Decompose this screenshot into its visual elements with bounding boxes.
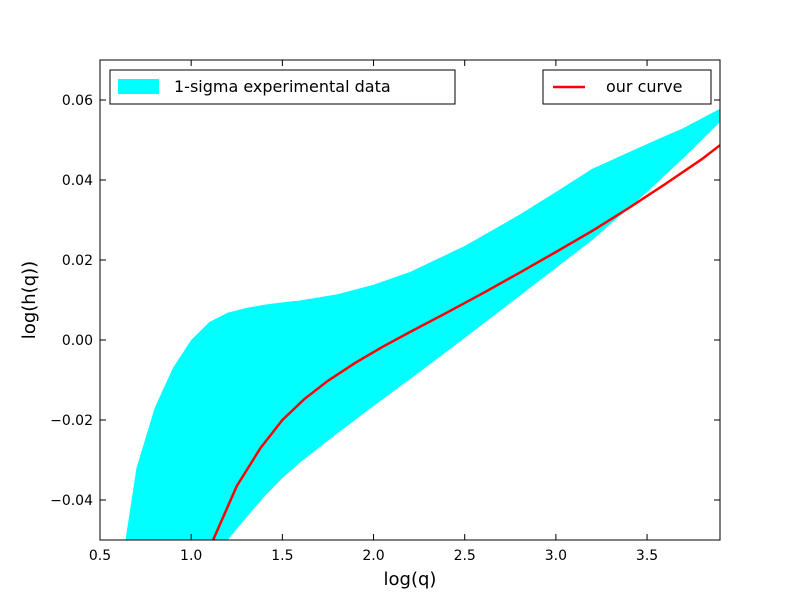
tick-layer: 0.5 1.0 1.5 2.0 2.5 3.0 3.5 −0.04 −0.02 0.00 0.02 0… [50, 60, 720, 564]
y-tick-label: −0.02 [50, 413, 93, 429]
legend-band-swatch [118, 79, 159, 94]
x-tick-label: 1.0 [180, 548, 202, 564]
x-tick-label: 3.5 [636, 548, 658, 564]
y-tick-label: −0.04 [50, 493, 93, 509]
series-line-0 [211, 144, 720, 540]
y-axis-label: log(h(q)) [19, 261, 40, 339]
x-axis-label: log(q) [384, 569, 437, 590]
line-layer [211, 144, 720, 540]
y-tick-label: 0.06 [62, 93, 93, 109]
x-tick-label: 0.5 [89, 548, 111, 564]
legend-line: our curve [542, 69, 712, 105]
x-tick-label: 2.0 [362, 548, 384, 564]
legend-band-label: 1-sigma experimental data [174, 77, 391, 96]
x-tick-label: 3.0 [545, 548, 567, 564]
y-tick-label: 0.02 [62, 253, 93, 269]
legend-band: 1-sigma experimental data [109, 69, 456, 105]
legend-line-label: our curve [606, 77, 682, 96]
plot-frame [99, 59, 721, 541]
legend-band-box [109, 69, 456, 105]
y-tick-label: 0.04 [62, 173, 93, 189]
y-tick-label: 0.00 [62, 333, 93, 349]
x-tick-label: 1.5 [271, 548, 293, 564]
x-tick-label: 2.5 [454, 548, 476, 564]
